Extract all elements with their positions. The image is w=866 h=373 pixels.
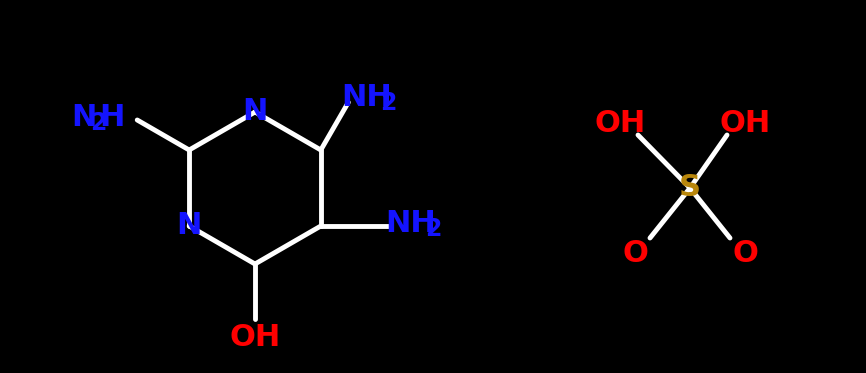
Text: 2: 2: [90, 111, 107, 135]
Text: O: O: [732, 238, 758, 267]
Text: NH: NH: [341, 83, 391, 112]
Text: OH: OH: [720, 109, 771, 138]
Text: 2: 2: [380, 91, 397, 115]
Text: OH: OH: [229, 323, 281, 351]
Text: S: S: [679, 173, 701, 203]
Text: NH: NH: [385, 209, 436, 238]
Text: N: N: [72, 103, 97, 132]
Text: OH: OH: [594, 109, 646, 138]
Text: N: N: [177, 211, 202, 241]
Text: 2: 2: [424, 217, 441, 241]
Text: O: O: [622, 238, 648, 267]
Text: N: N: [242, 97, 268, 126]
Text: H: H: [100, 103, 125, 132]
